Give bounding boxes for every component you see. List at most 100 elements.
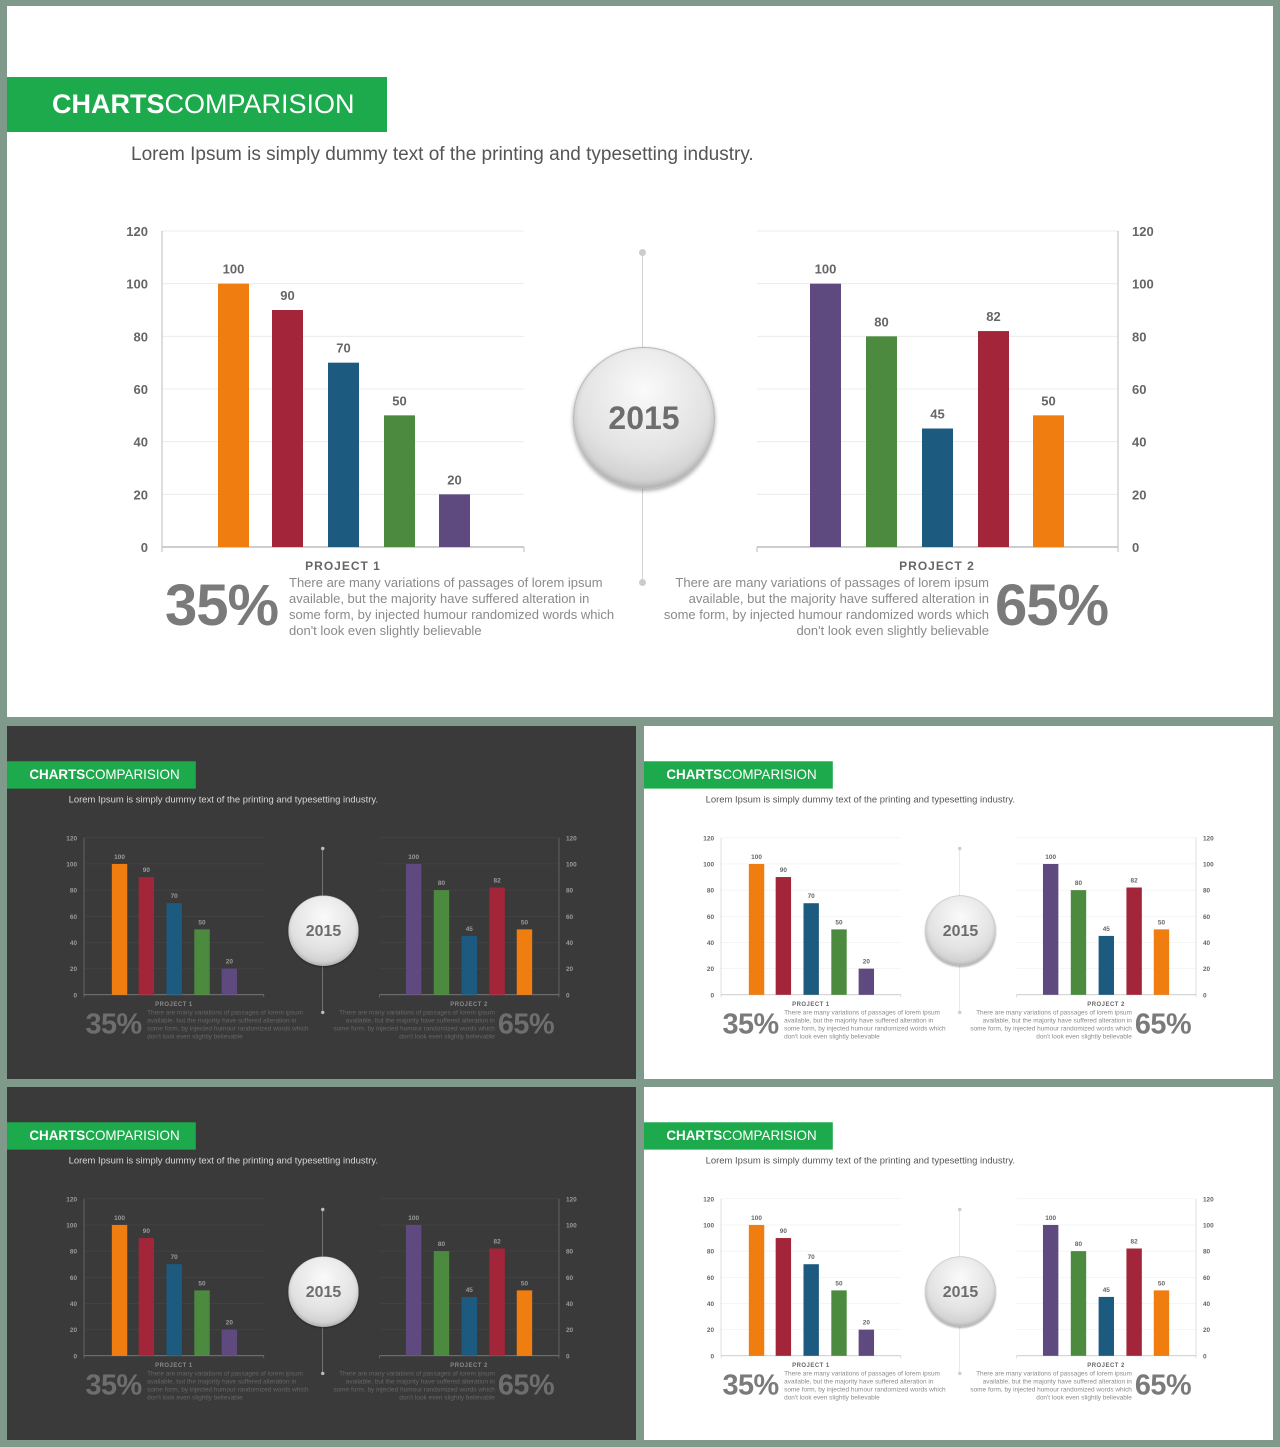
data-label: 45 (930, 407, 944, 422)
project2-description: There are many variations of passages of… (663, 575, 989, 638)
project1-label: PROJECT 1 (792, 1000, 830, 1008)
project1-percent: 35% (85, 1368, 143, 1402)
bar (803, 1264, 819, 1356)
y-tick-label: 80 (134, 329, 148, 344)
data-label: 45 (466, 926, 474, 933)
y-tick-label: 80 (707, 1249, 715, 1256)
bar (831, 929, 847, 995)
bar (978, 331, 1009, 547)
bar-charts: 0 20 40 60 80 100 120 100 90 70 50 20 0 20 40 60 80 100 12… (703, 1196, 1214, 1360)
chart-1: 0 20 40 60 80 100 120 100 90 70 50 20 (703, 1196, 902, 1360)
bar (858, 968, 875, 995)
bar (111, 1224, 128, 1356)
project2-percent: 65% (995, 573, 1109, 638)
project2-label: PROJECT 2 (1087, 1000, 1125, 1008)
data-label: 82 (494, 1239, 502, 1246)
y-tick-label: 0 (73, 1353, 77, 1360)
data-label: 100 (751, 1215, 762, 1222)
y-tick-label: 20 (1203, 1327, 1211, 1334)
project2-percent: 65% (1134, 1368, 1192, 1402)
slide-content: CHARTS COMPARISION Lorem Ipsum is simply … (7, 726, 636, 1079)
divider-bottom-dot (321, 1010, 325, 1015)
project2-description: There are many variations of passages of… (970, 1008, 1132, 1041)
bar (221, 968, 238, 995)
bar (218, 283, 249, 547)
bar-charts: 0 20 40 60 80 100 120 100 90 70 50 20 0 20 40 60 80 100 12… (66, 835, 577, 999)
y-tick-label: 100 (1203, 861, 1214, 868)
y-tick-label: 20 (566, 966, 574, 973)
y-tick-label: 80 (1132, 329, 1146, 344)
y-tick-label: 60 (707, 914, 715, 921)
project1-percent: 35% (722, 1007, 780, 1041)
bar (775, 1238, 792, 1356)
title-light: COMPARISION (85, 767, 180, 783)
y-tick-label: 40 (134, 435, 148, 450)
title-bar: CHARTS COMPARISION (7, 761, 196, 789)
title-strong: CHARTS (666, 767, 723, 783)
y-tick-label: 60 (1203, 914, 1211, 921)
data-label: 90 (280, 288, 294, 303)
y-tick-label: 20 (566, 1327, 574, 1334)
divider-bottom-dot (958, 1371, 962, 1376)
data-label: 20 (863, 959, 871, 966)
project2-label: PROJECT 2 (450, 1361, 488, 1369)
y-tick-label: 80 (1203, 888, 1211, 895)
project1-percent: 35% (85, 1007, 143, 1041)
y-tick-label: 0 (566, 1353, 570, 1360)
y-tick-label: 120 (1132, 224, 1154, 239)
bar (1033, 415, 1064, 547)
y-tick-label: 100 (1132, 277, 1154, 292)
project1-percent: 35% (165, 573, 279, 638)
data-label: 50 (198, 919, 206, 926)
data-label: 70 (171, 893, 179, 900)
title-bar: CHARTS COMPARISION (7, 77, 387, 132)
data-label: 80 (1075, 880, 1083, 887)
data-label: 100 (408, 854, 419, 861)
y-tick-label: 100 (66, 861, 77, 868)
bar (433, 1251, 450, 1356)
slide-content: CHARTS COMPARISION Lorem Ipsum is simply … (7, 1087, 636, 1440)
y-tick-label: 120 (703, 835, 714, 842)
project1-description: There are many variations of passages of… (289, 575, 615, 638)
data-label: 50 (392, 393, 406, 408)
y-tick-label: 40 (566, 1301, 574, 1308)
data-label: 20 (226, 1320, 234, 1327)
project1-label: PROJECT 1 (155, 1000, 193, 1008)
bar (516, 1290, 533, 1356)
data-label: 50 (835, 919, 843, 926)
data-label: 100 (114, 854, 125, 861)
y-tick-label: 60 (566, 914, 574, 921)
y-tick-label: 60 (1132, 382, 1146, 397)
bar (831, 1290, 847, 1356)
bar (866, 336, 897, 547)
y-tick-label: 20 (1132, 487, 1146, 502)
data-label: 70 (808, 1254, 816, 1261)
divider-bottom-dot (321, 1371, 325, 1376)
subtitle: Lorem Ipsum is simply dummy text of the … (68, 1155, 378, 1166)
data-label: 50 (1158, 919, 1166, 926)
slide-4: CHARTS COMPARISION Lorem Ipsum is simply … (7, 1087, 636, 1440)
project2-percent: 65% (497, 1007, 555, 1041)
divider-top-dot (639, 249, 646, 256)
chart-1: 0 20 40 60 80 100 120 100 90 70 50 20 (66, 1196, 265, 1360)
project1-label: PROJECT 1 (155, 1361, 193, 1369)
project2-description: There are many variations of passages of… (333, 1008, 495, 1041)
y-tick-label: 80 (70, 1249, 78, 1256)
bar (433, 890, 450, 995)
bar (166, 1264, 182, 1356)
data-label: 70 (808, 893, 816, 900)
bar (328, 362, 359, 547)
y-tick-label: 40 (1203, 940, 1211, 947)
slide-1: CHARTS COMPARISION Lorem Ipsum is simply … (7, 6, 1273, 717)
y-tick-label: 120 (703, 1196, 714, 1203)
bar (1126, 887, 1142, 995)
title-strong: CHARTS (52, 89, 165, 119)
data-label: 45 (1103, 1287, 1111, 1294)
data-label: 70 (171, 1254, 179, 1261)
y-tick-label: 60 (134, 382, 148, 397)
y-tick-label: 40 (707, 1301, 715, 1308)
data-label: 90 (143, 1228, 151, 1235)
bar (489, 1248, 505, 1356)
y-tick-label: 120 (66, 1196, 77, 1203)
bar (138, 877, 155, 995)
